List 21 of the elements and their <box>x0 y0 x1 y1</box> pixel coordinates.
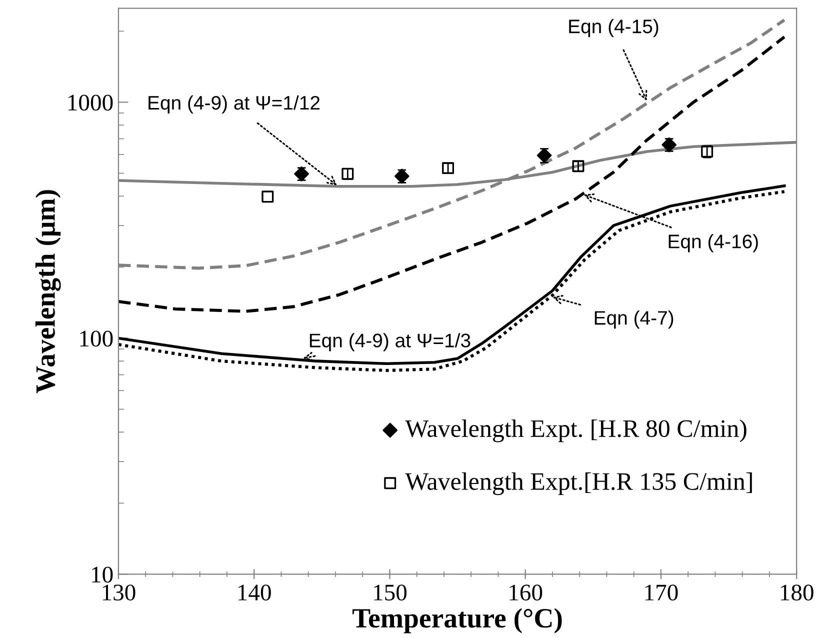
x-tick-label: 150 <box>374 584 407 601</box>
x-tick-label: 130 <box>102 584 136 601</box>
annotation: Eqn (4-9) at Ψ=1/3 <box>310 333 470 352</box>
annotation: Eqn (4-7) <box>594 310 674 329</box>
point <box>662 137 677 152</box>
y-tick-label: 10 <box>92 566 113 583</box>
legend-label: Wavelength Expt. [H.R 80 C/min) <box>405 419 746 442</box>
y-axis-title: Wavelength (μm) <box>35 190 61 394</box>
y-tick-label: 100 <box>80 330 113 347</box>
x-tick-label: 170 <box>645 584 678 601</box>
point <box>394 168 410 184</box>
x-tick-label: 180 <box>780 584 814 601</box>
annotation: Eqn (4-16) <box>668 234 758 252</box>
x-axis-title: Temperature (°C) <box>352 608 562 634</box>
point <box>262 190 274 203</box>
legend-label: Wavelength Expt.[H.R 135 C/min] <box>405 472 752 496</box>
annotation: Eqn (4-15) <box>569 19 658 38</box>
y-tick-label: 1000 <box>68 94 113 111</box>
x-tick-label: 140 <box>238 584 271 601</box>
x-tick-label: 160 <box>510 584 542 601</box>
annotation: Eqn (4-9) at Ψ=1/12 <box>148 95 320 114</box>
